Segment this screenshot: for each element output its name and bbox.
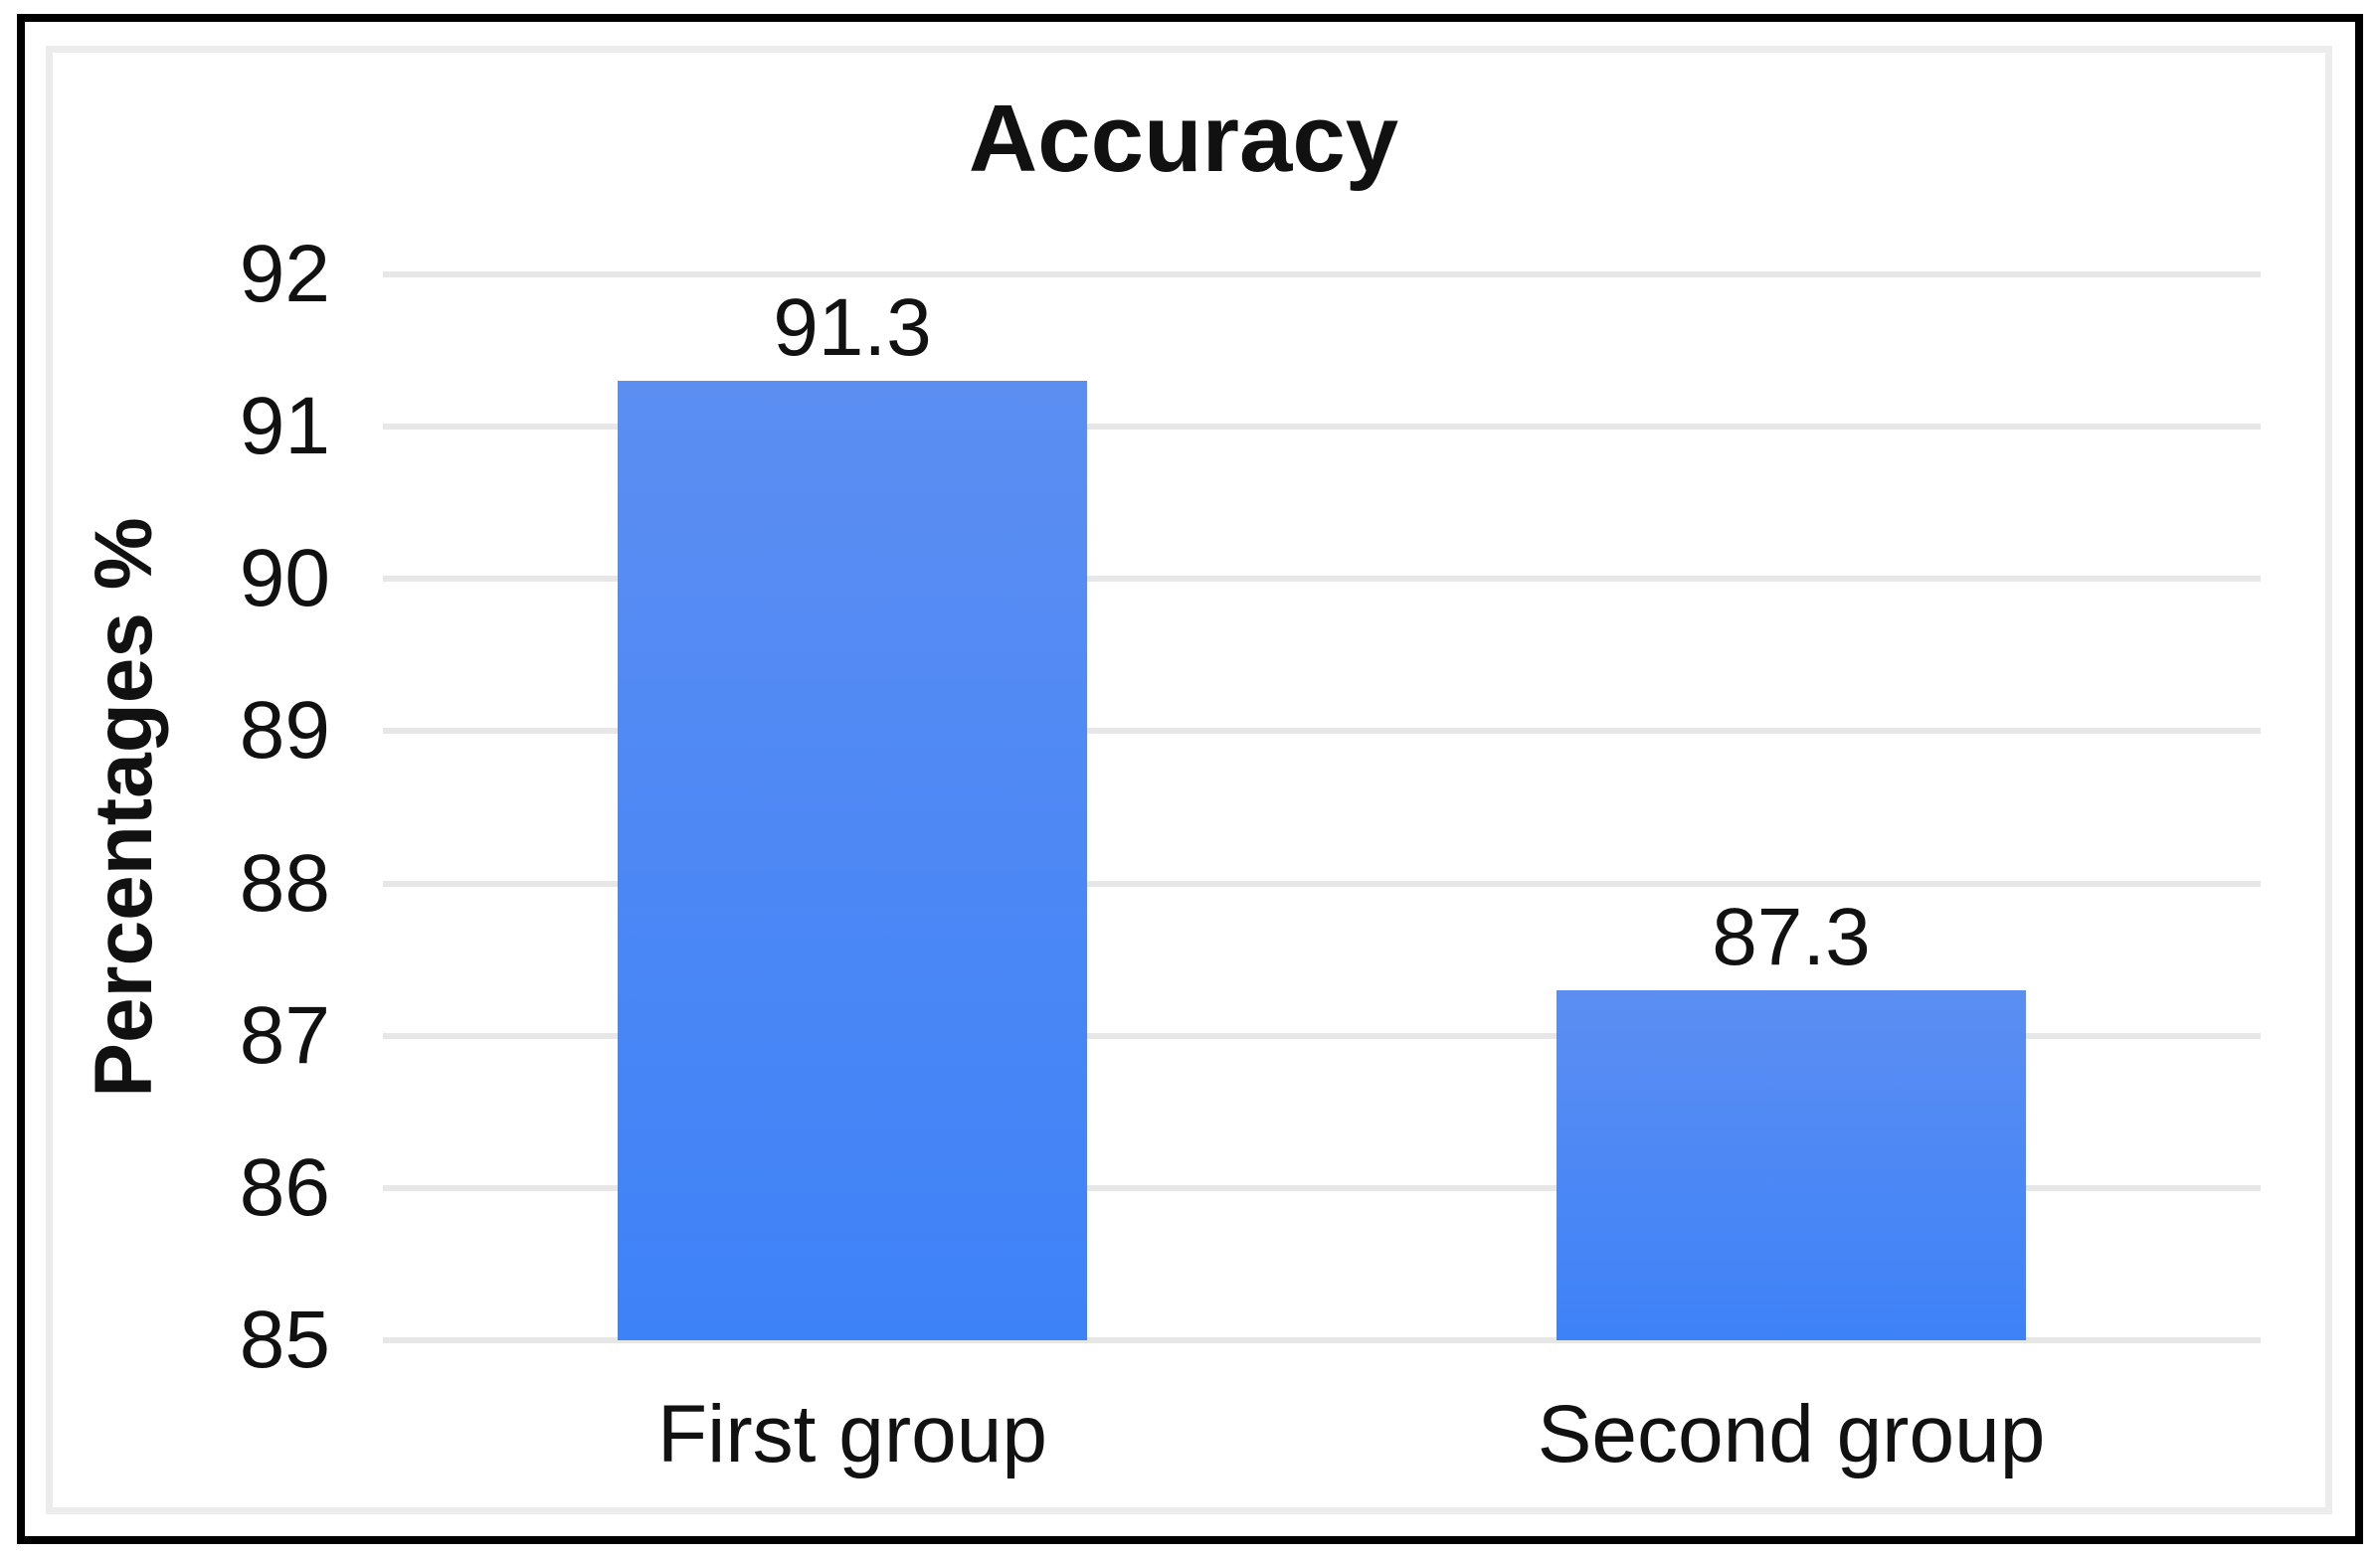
y-tick-label: 87 [239, 989, 330, 1081]
category-label: Second group [1537, 1389, 2046, 1479]
y-tick-label: 86 [239, 1141, 330, 1233]
y-tick-label: 92 [239, 229, 330, 319]
chart-title: Accuracy [968, 86, 1399, 192]
category-label: First group [657, 1389, 1047, 1479]
y-tick-label: 90 [239, 533, 330, 624]
gridline [383, 1337, 2261, 1343]
y-tick-label: 88 [239, 837, 330, 929]
y-tick-label: 91 [239, 381, 330, 472]
y-axis-title: Percentages % [79, 517, 169, 1098]
bar-value-label: 91.3 [773, 282, 932, 374]
gridline [383, 424, 2261, 431]
gridline [383, 1032, 2261, 1039]
gridline [383, 271, 2261, 277]
gridline [383, 880, 2261, 887]
y-tick-label: 89 [239, 685, 330, 777]
gridline [383, 1184, 2261, 1191]
outer-frame [17, 14, 2363, 1544]
gridline [383, 728, 2261, 735]
bar-value-label: 87.3 [1712, 891, 1871, 982]
gridline [383, 576, 2261, 583]
y-tick-label: 85 [239, 1295, 330, 1385]
bar [618, 381, 1087, 1340]
bar [1556, 989, 2026, 1340]
